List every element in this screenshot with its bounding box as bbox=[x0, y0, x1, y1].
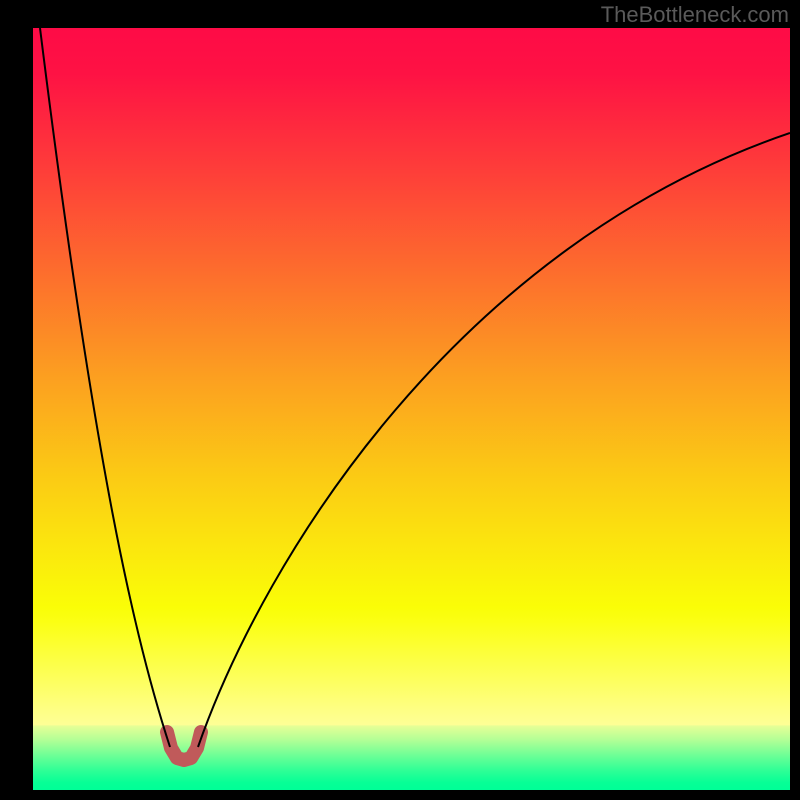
gradient-background bbox=[33, 28, 790, 790]
watermark-text: TheBottleneck.com bbox=[601, 2, 789, 27]
bottleneck-chart: TheBottleneck.com bbox=[0, 0, 800, 800]
